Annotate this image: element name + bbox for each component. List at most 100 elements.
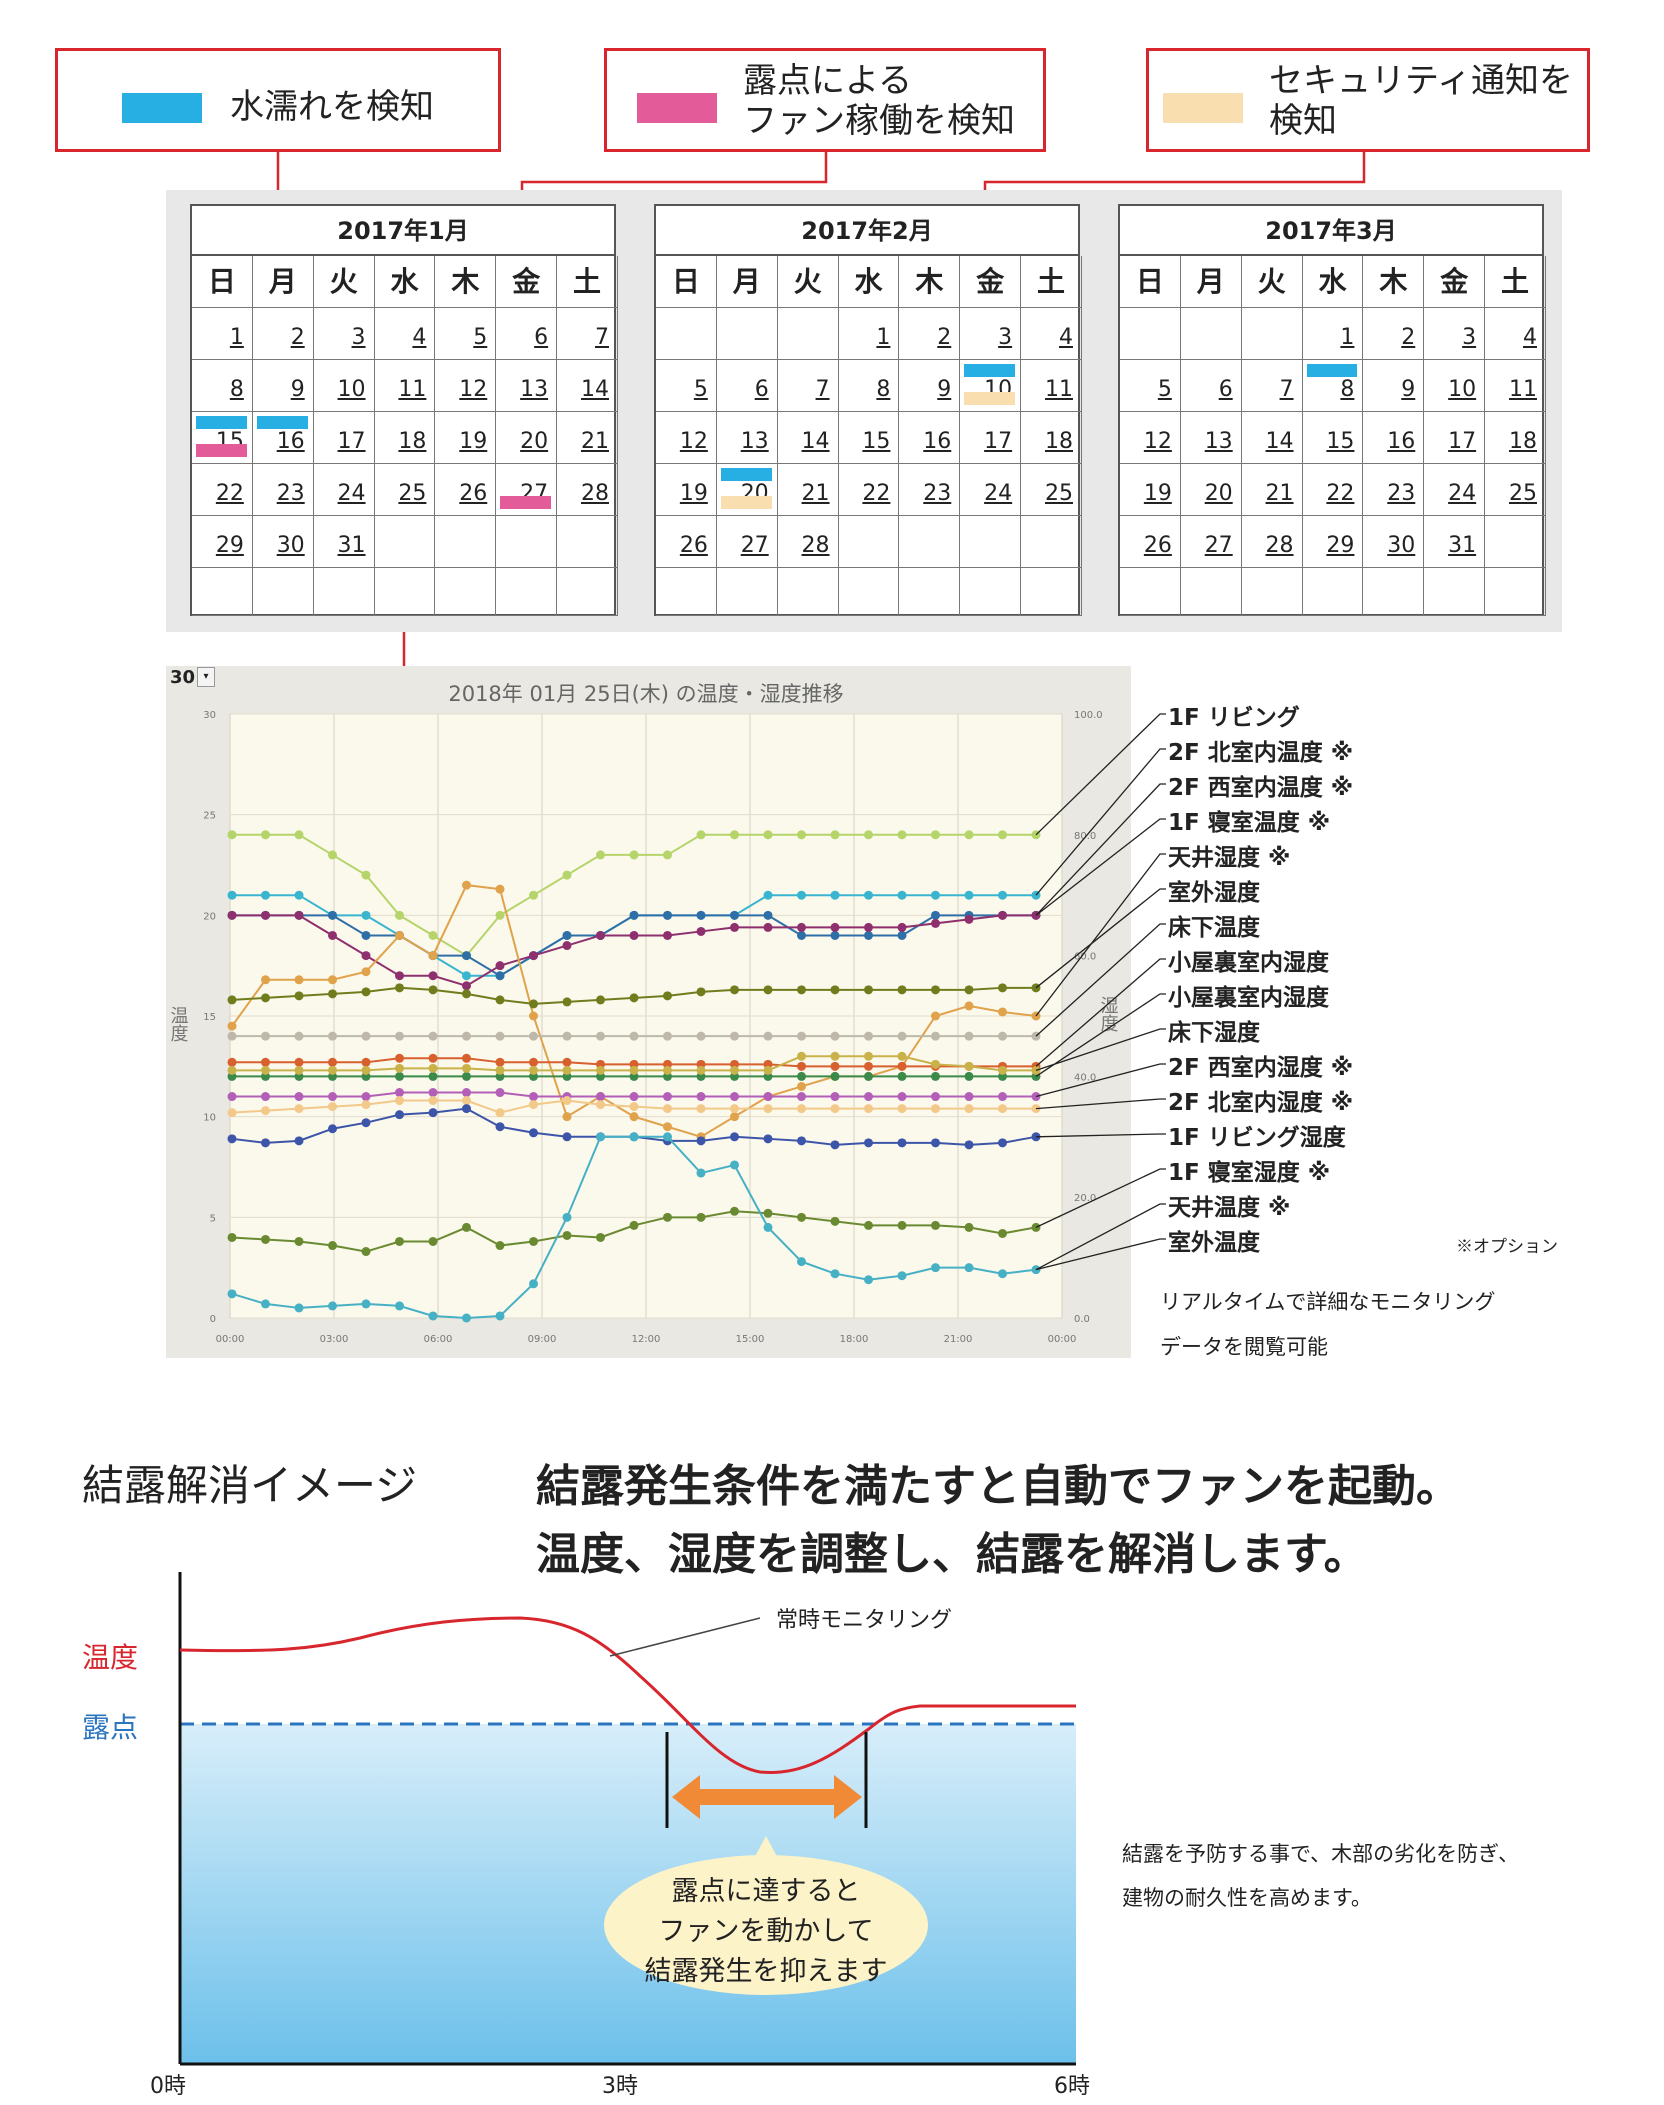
calendar-day[interactable]: 28 [557, 464, 618, 516]
calendar-day-number[interactable]: 23 [923, 481, 952, 506]
data-point[interactable] [227, 890, 237, 900]
calendar-day-number[interactable]: 16 [1387, 429, 1416, 454]
data-point[interactable] [328, 1301, 337, 1311]
data-point[interactable] [328, 1102, 337, 1112]
calendar-day-number[interactable]: 9 [937, 377, 952, 402]
data-point[interactable] [931, 1263, 940, 1273]
data-point[interactable] [361, 870, 371, 880]
calendar-day-number[interactable]: 17 [1448, 429, 1477, 454]
calendar-day-number[interactable]: 26 [679, 533, 708, 558]
data-point[interactable] [830, 830, 840, 840]
data-point[interactable] [931, 910, 940, 920]
data-point[interactable] [294, 975, 304, 985]
calendar-day-number[interactable]: 21 [801, 481, 830, 506]
data-point[interactable] [495, 1122, 505, 1132]
data-point[interactable] [596, 1092, 605, 1102]
calendar-day[interactable]: 27 [716, 516, 778, 568]
calendar-day[interactable]: 20 [1180, 464, 1242, 516]
calendar-day-number[interactable]: 25 [1044, 481, 1073, 506]
calendar-day[interactable]: 14 [1241, 412, 1303, 464]
calendar-day-number[interactable]: 17 [984, 429, 1013, 454]
data-point[interactable] [830, 1104, 840, 1114]
data-point[interactable] [931, 918, 940, 928]
data-point[interactable] [462, 1313, 471, 1323]
data-point[interactable] [529, 1279, 538, 1289]
data-point[interactable] [663, 991, 672, 1001]
data-point[interactable] [696, 1168, 706, 1178]
calendar-day[interactable]: 9 [252, 360, 314, 412]
calendar-day-number[interactable]: 6 [1218, 377, 1233, 402]
data-point[interactable] [562, 941, 572, 951]
data-point[interactable] [495, 1311, 505, 1321]
data-point[interactable] [227, 1031, 237, 1041]
calendar-day[interactable]: 29 [1302, 516, 1364, 568]
data-point[interactable] [495, 1241, 505, 1251]
calendar-day-number[interactable]: 30 [1387, 533, 1416, 558]
data-point[interactable] [495, 1108, 505, 1118]
data-point[interactable] [227, 830, 237, 840]
data-point[interactable] [596, 1232, 605, 1242]
calendar-day-number[interactable]: 31 [1448, 533, 1477, 558]
data-point[interactable] [897, 1271, 907, 1281]
data-point[interactable] [830, 922, 840, 932]
calendar-day-number[interactable]: 11 [398, 377, 427, 402]
calendar-day[interactable]: 1 [1302, 308, 1364, 360]
calendar-day-number[interactable]: 3 [998, 325, 1013, 350]
data-point[interactable] [629, 850, 639, 860]
data-point[interactable] [361, 1247, 371, 1257]
calendar-day[interactable]: 31 [313, 516, 375, 568]
data-point[interactable] [897, 1051, 907, 1061]
data-point[interactable] [596, 930, 605, 940]
data-point[interactable] [294, 991, 304, 1001]
calendar-day[interactable]: 11 [1485, 360, 1546, 412]
data-point[interactable] [294, 910, 304, 920]
calendar-day[interactable]: 26 [656, 516, 717, 568]
data-point[interactable] [294, 1303, 304, 1313]
data-point[interactable] [562, 1132, 572, 1142]
data-point[interactable] [730, 1206, 739, 1216]
data-point[interactable] [998, 1269, 1007, 1279]
data-point[interactable] [864, 922, 873, 932]
data-point[interactable] [964, 1031, 974, 1041]
calendar-day[interactable]: 22 [1302, 464, 1364, 516]
calendar-day-number[interactable]: 4 [1058, 325, 1073, 350]
data-point[interactable] [495, 1065, 505, 1075]
calendar-day-number[interactable]: 5 [693, 377, 708, 402]
calendar-day-number[interactable]: 16 [276, 429, 305, 454]
data-point[interactable] [596, 850, 605, 860]
calendar-day[interactable]: 25 [1021, 464, 1082, 516]
data-point[interactable] [663, 910, 672, 920]
data-point[interactable] [663, 1132, 672, 1142]
data-point[interactable] [998, 830, 1007, 840]
data-point[interactable] [462, 971, 471, 981]
data-point[interactable] [596, 1031, 605, 1041]
calendar-day-number[interactable]: 22 [1326, 481, 1355, 506]
calendar-day[interactable]: 27 [496, 464, 558, 516]
calendar-day[interactable]: 7 [557, 308, 618, 360]
calendar-day[interactable]: 30 [252, 516, 314, 568]
calendar-day[interactable]: 28 [1241, 516, 1303, 568]
data-point[interactable] [696, 830, 706, 840]
data-point[interactable] [395, 1053, 404, 1063]
data-point[interactable] [395, 983, 404, 993]
data-point[interactable] [361, 1299, 371, 1309]
calendar-day-number[interactable]: 28 [801, 533, 830, 558]
data-point[interactable] [931, 1031, 940, 1041]
calendar-day[interactable]: 17 [1424, 412, 1486, 464]
data-point[interactable] [227, 1057, 237, 1067]
data-point[interactable] [998, 1065, 1007, 1075]
calendar-day-number[interactable]: 5 [473, 325, 488, 350]
data-point[interactable] [361, 1065, 371, 1075]
calendar-day[interactable]: 21 [557, 412, 618, 464]
data-point[interactable] [830, 930, 840, 940]
data-point[interactable] [763, 890, 773, 900]
data-point[interactable] [261, 1234, 270, 1244]
data-point[interactable] [629, 993, 639, 1003]
data-point[interactable] [763, 1222, 773, 1232]
data-point[interactable] [629, 1102, 639, 1112]
calendar-day-number[interactable]: 15 [1326, 429, 1355, 454]
data-point[interactable] [529, 999, 538, 1009]
data-point[interactable] [495, 910, 505, 920]
calendar-day[interactable]: 9 [899, 360, 961, 412]
data-point[interactable] [864, 930, 873, 940]
